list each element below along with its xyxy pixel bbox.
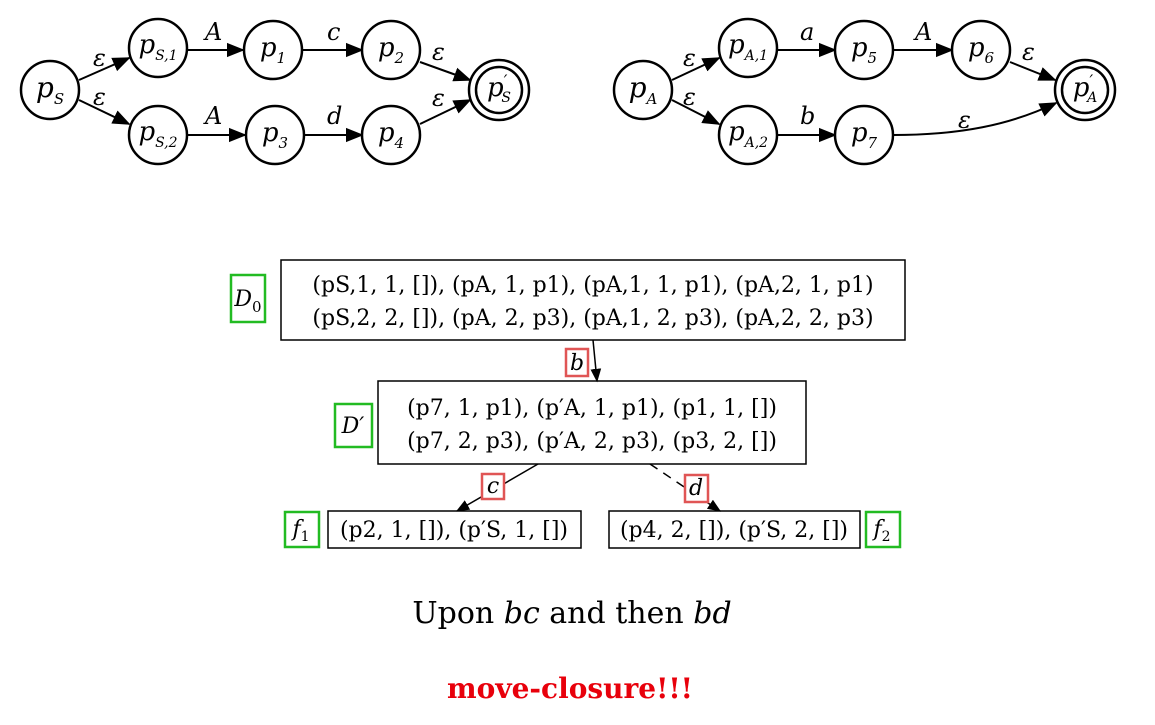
edge-label: d (327, 102, 342, 130)
edge-label: b (800, 102, 815, 130)
state-p3: p3 (244, 104, 306, 166)
tag-box-d0 (229, 273, 267, 324)
edge-p4-psf (419, 99, 472, 125)
node-f1-text: (p2, 1, []), (p′S, 1, []) (340, 518, 568, 543)
state-ps: pS (19, 59, 81, 121)
state-ps-final: p′ S (467, 58, 531, 122)
node-dprime (377, 380, 807, 465)
state-p6: p6 (950, 19, 1012, 81)
node-d0-line1: (pS,1, 1, []), (pA, 1, p1), (pA,1, 1, p1… (312, 273, 873, 298)
node-dprime-line2: (p7, 2, p3), (p′A, 2, p3), (p3, 2, []) (407, 429, 777, 454)
tag-f1: f1 (290, 517, 309, 545)
state-p1: p1 (242, 19, 304, 81)
edge-pa-pa2 (671, 99, 721, 125)
edge-label: ε (432, 84, 445, 112)
state-p4: p4 (360, 104, 422, 166)
state-label: p2 (378, 33, 404, 67)
edge-p6-paf (1009, 61, 1057, 81)
edge-label: a (800, 18, 814, 46)
edge-label: ε (93, 83, 106, 111)
footer-move-closure: move-closure!!! (447, 672, 693, 705)
edge-pa-pa1 (671, 57, 721, 81)
edge-label: A (203, 18, 222, 46)
edge-label: A (913, 18, 932, 46)
edge-label: c (327, 18, 340, 46)
node-dprime-line1: (p7, 1, p1), (p′A, 1, p1), (p1, 1, []) (407, 396, 777, 421)
tag-dprime: D′ (341, 414, 365, 439)
automaton-a: ε ε a A ε b ε pA pA,1 pA,2 p5 p6 p7 (612, 17, 1117, 166)
edge-ps-ps2 (78, 99, 131, 125)
node-f1 (327, 510, 582, 549)
tag-box-f2 (864, 510, 902, 549)
tag-f2: f2 (871, 517, 890, 545)
state-label: p′ S (487, 71, 511, 106)
state-label: pA,2 (728, 117, 768, 151)
state-label: pA,1 (728, 30, 768, 64)
edge-label: A (203, 102, 222, 130)
state-p5: p5 (833, 19, 895, 81)
automaton-s: ε ε A c ε A d ε pS pS,1 pS,2 p1 p2 (19, 17, 531, 166)
caption: Upon bc and then bd (412, 596, 731, 631)
state-label: p1 (260, 33, 286, 67)
edge-label: ε (1022, 38, 1035, 66)
state-label: p7 (851, 118, 878, 152)
state-pa2: pA,2 (717, 104, 779, 166)
state-label: pA (629, 71, 658, 108)
state-label: p′ A (1073, 71, 1097, 106)
state-pa-final: p′ A (1053, 58, 1117, 122)
state-label: p4 (378, 118, 404, 152)
node-f2 (608, 510, 861, 549)
state-label: pS (36, 71, 64, 108)
edge-d-box (683, 473, 710, 504)
edge-c-label: c (487, 474, 499, 499)
state-ps2: pS,2 (127, 104, 189, 166)
edge-c-box (480, 472, 506, 501)
edge-label: ε (93, 44, 106, 72)
state-p7: p7 (833, 104, 895, 166)
state-pa1: pA,1 (717, 17, 779, 79)
edge-label: ε (683, 83, 696, 111)
state-label: pS,1 (138, 30, 177, 64)
state-ps1: pS,1 (127, 17, 189, 79)
edge-label: ε (683, 44, 696, 72)
node-f2-text: (p4, 2, []), (p′S, 2, []) (620, 518, 848, 543)
state-pa: pA (612, 59, 674, 121)
derivation-tree: D0 (pS,1, 1, []), (pA, 1, p1), (pA,1, 1,… (229, 259, 906, 549)
tag-box-f1 (283, 510, 321, 549)
edge-b-box (564, 347, 590, 378)
edge-p2-psf (419, 61, 472, 82)
state-label: pS,2 (138, 117, 177, 151)
edge-label: ε (958, 106, 971, 134)
tag-d0: D0 (233, 287, 261, 316)
edge-p7-paf (892, 102, 1058, 136)
node-d0-line2: (pS,2, 2, []), (pA, 2, p3), (pA,1, 2, p3… (312, 306, 873, 331)
edge-ps-ps1 (78, 57, 131, 81)
state-label: p6 (968, 33, 995, 67)
state-p2: p2 (360, 19, 422, 81)
tag-box-dprime (333, 402, 374, 449)
state-label: p3 (262, 118, 288, 152)
edge-label: ε (432, 38, 445, 66)
edge-b-label: b (570, 351, 584, 376)
edge-b (590, 339, 602, 383)
edge-d-label: d (689, 476, 703, 501)
state-label: p5 (851, 33, 877, 67)
